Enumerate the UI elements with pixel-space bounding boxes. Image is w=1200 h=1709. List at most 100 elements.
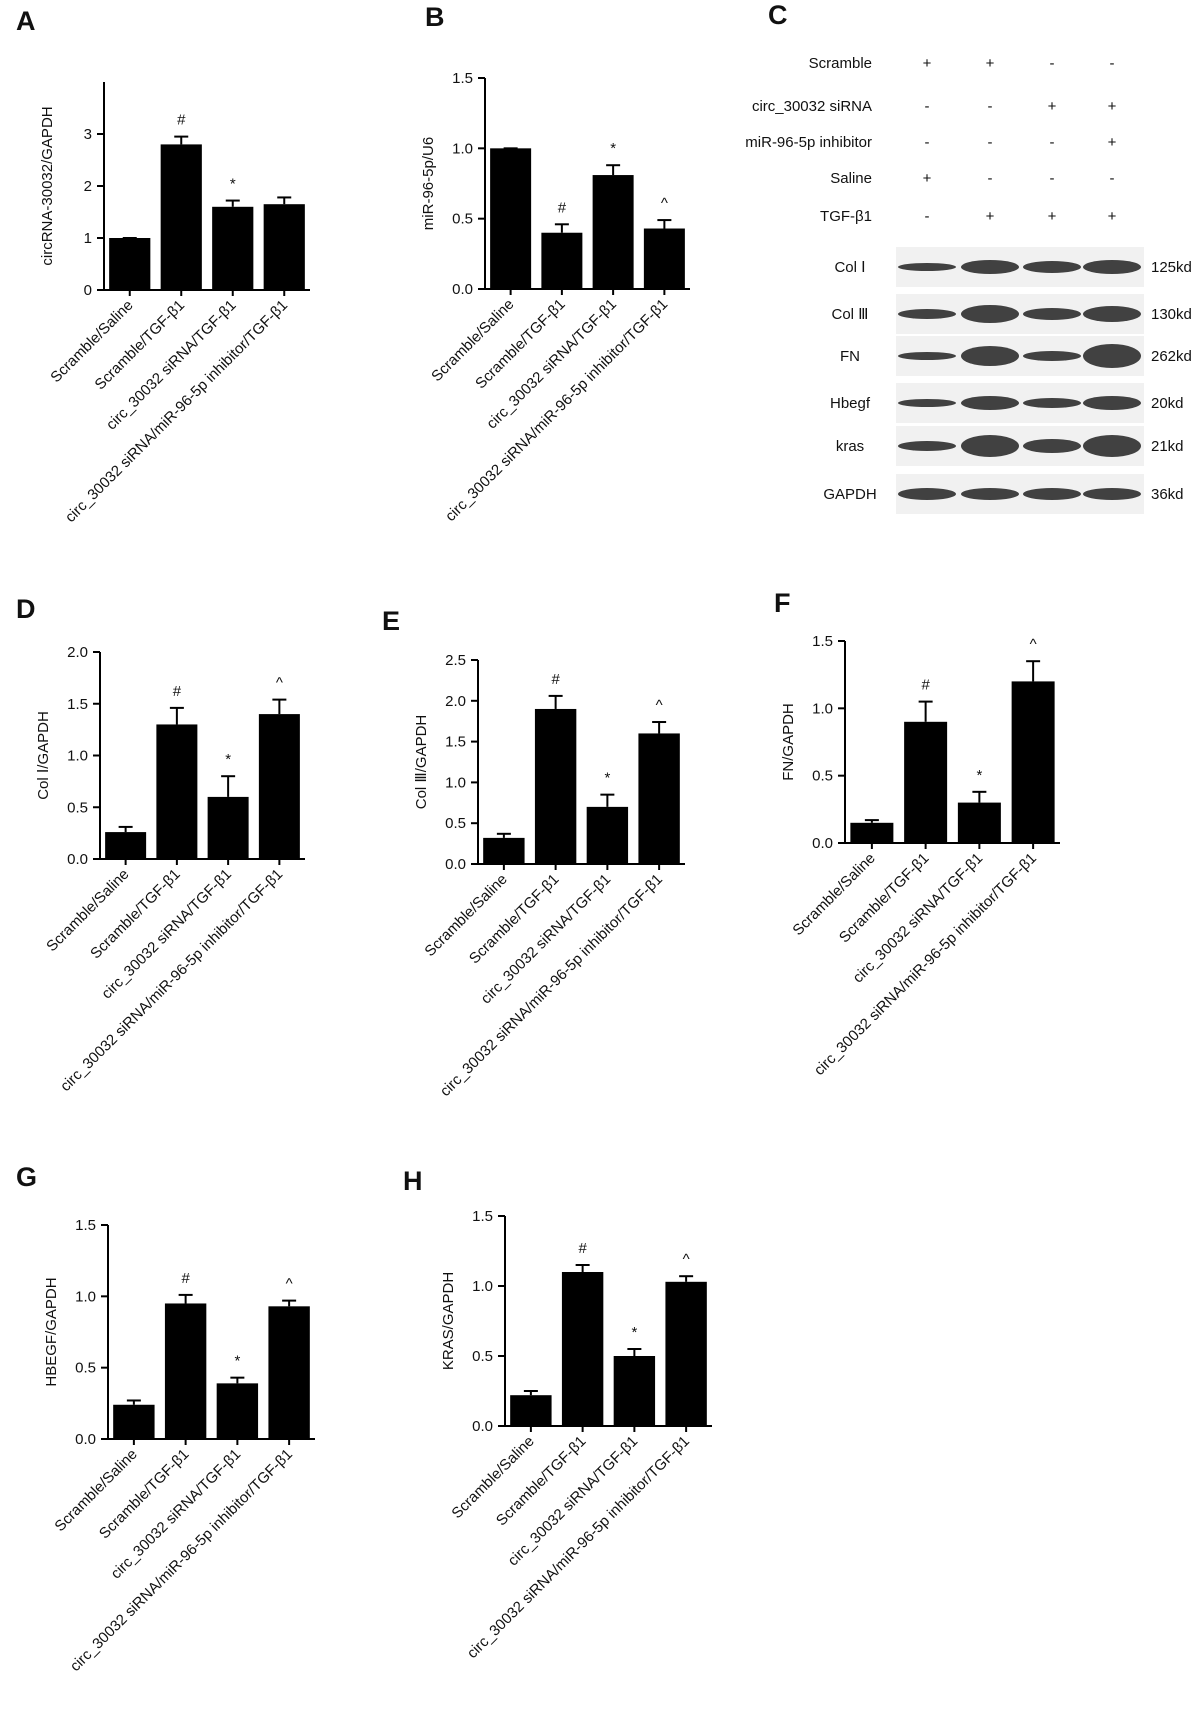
bar <box>850 822 894 843</box>
bar <box>541 232 583 289</box>
annotation: # <box>551 671 560 688</box>
band-size: 36kd <box>1151 486 1184 503</box>
blot-band <box>961 435 1019 457</box>
blot-band <box>961 396 1019 410</box>
band-label: Hbegf <box>830 395 871 412</box>
bar <box>904 721 948 843</box>
condition-sign: + <box>1048 98 1057 115</box>
panel-label: F <box>774 588 791 618</box>
annotation: ^ <box>286 1276 293 1293</box>
condition-sign: - <box>925 98 930 115</box>
bar <box>164 1303 207 1439</box>
blot-band <box>1083 260 1141 274</box>
blot-band <box>1023 308 1081 320</box>
bar <box>207 796 249 859</box>
annotation: ^ <box>656 697 663 714</box>
condition-sign: - <box>1050 170 1055 187</box>
panel-label: E <box>382 606 400 636</box>
blot-band <box>898 309 956 319</box>
annotation: ^ <box>276 675 283 692</box>
band-label: kras <box>836 438 864 455</box>
y-tick-label: 2 <box>84 178 92 195</box>
y-tick-label: 0.0 <box>67 851 88 868</box>
annotation: * <box>976 767 982 784</box>
y-tick-label: 1.0 <box>67 748 88 765</box>
condition-sign: + <box>1048 208 1057 225</box>
annotation: * <box>604 770 610 787</box>
y-tick-label: 0 <box>84 282 92 299</box>
bar <box>263 204 305 290</box>
annotation: * <box>230 176 236 193</box>
condition-label: circ_30032 siRNA <box>752 98 872 115</box>
bar <box>665 1281 707 1426</box>
condition-label: miR-96-5p inhibitor <box>745 134 872 151</box>
condition-sign: + <box>986 55 995 72</box>
annotation: # <box>578 1240 587 1257</box>
condition-sign: + <box>1108 134 1117 151</box>
bar <box>156 724 198 859</box>
y-tick-label: 0.5 <box>445 815 466 832</box>
y-tick-label: 0.5 <box>812 768 833 785</box>
blot-band <box>898 263 956 271</box>
panel-label: D <box>16 594 36 624</box>
condition-sign: - <box>1110 170 1115 187</box>
y-axis-label: circRNA-30032/GAPDH <box>39 106 56 265</box>
y-tick-label: 0.0 <box>75 1431 96 1448</box>
panel-label: H <box>403 1166 423 1196</box>
blot-band <box>961 488 1019 500</box>
blot-band <box>1023 488 1081 500</box>
bar <box>160 144 202 290</box>
bar <box>592 175 634 289</box>
y-tick-label: 1.0 <box>452 140 473 157</box>
x-tick-label: Scramble/TGF-β1 <box>87 866 184 963</box>
y-tick-label: 2.5 <box>445 652 466 669</box>
bar <box>212 206 254 290</box>
annotation: ^ <box>683 1251 690 1268</box>
y-axis-label: miR-96-5p/U6 <box>420 137 437 230</box>
blot-band <box>1023 398 1081 408</box>
annotation: # <box>181 1270 190 1287</box>
band-size: 130kd <box>1151 306 1192 323</box>
blot-band <box>898 441 956 451</box>
annotation: # <box>558 199 567 216</box>
annotation: ^ <box>661 195 668 212</box>
blot-band <box>898 399 956 407</box>
band-label: Col Ⅰ <box>834 259 865 276</box>
bar <box>510 1395 552 1426</box>
y-tick-label: 0.5 <box>452 211 473 228</box>
y-tick-label: 0.5 <box>75 1360 96 1377</box>
condition-sign: - <box>1110 55 1115 72</box>
bar <box>613 1356 656 1426</box>
annotation: # <box>177 112 186 129</box>
blot-band <box>961 346 1019 366</box>
condition-sign: - <box>988 98 993 115</box>
bar <box>561 1272 604 1426</box>
bar <box>258 714 300 859</box>
condition-label: Scramble <box>809 55 872 72</box>
panel-label: A <box>16 6 36 36</box>
annotation: # <box>921 677 930 694</box>
y-tick-label: 2.0 <box>67 644 88 661</box>
bar <box>534 708 577 864</box>
bar <box>113 1404 155 1439</box>
blot-band <box>961 305 1019 323</box>
annotation: * <box>610 140 616 157</box>
bar <box>638 733 680 864</box>
y-tick-label: 1.5 <box>452 70 473 87</box>
blot-band <box>1083 488 1141 500</box>
condition-sign: - <box>925 134 930 151</box>
y-tick-label: 1.5 <box>445 734 466 751</box>
band-size: 21kd <box>1151 438 1184 455</box>
band-label: Col Ⅲ <box>831 306 868 323</box>
annotation: * <box>234 1353 240 1370</box>
y-tick-label: 0.5 <box>67 799 88 816</box>
condition-sign: - <box>988 134 993 151</box>
y-tick-label: 1 <box>84 230 92 247</box>
x-tick-label: Scramble/TGF-β1 <box>96 1446 193 1543</box>
y-tick-label: 0.5 <box>472 1348 493 1365</box>
x-tick-label: Scramble/TGF-β1 <box>493 1433 590 1530</box>
x-tick-label: Scramble/TGF-β1 <box>836 850 933 947</box>
y-tick-label: 0.0 <box>445 856 466 873</box>
bar <box>957 802 1001 843</box>
